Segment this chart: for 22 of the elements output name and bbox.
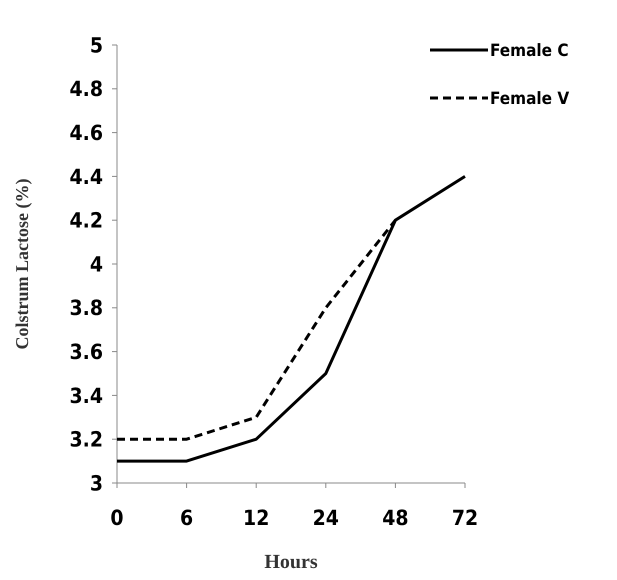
legend-label: Female V <box>490 88 570 109</box>
y-tick-label: 4.6 <box>70 120 103 145</box>
x-tick-label: 0 <box>110 506 124 530</box>
x-tick-label: 48 <box>382 506 409 530</box>
y-tick-label: 4.8 <box>70 77 103 102</box>
x-tick-label: 24 <box>312 506 339 530</box>
x-tick-label: 12 <box>243 506 270 530</box>
y-tick-label: 3 <box>90 471 103 496</box>
y-tick-label: 5 <box>90 33 103 58</box>
y-tick-label: 3.6 <box>70 340 103 364</box>
y-tick-label: 3.2 <box>70 428 103 452</box>
line-series <box>116 174 466 463</box>
y-tick-label: 4.4 <box>70 164 103 189</box>
y-tick-label: 3.8 <box>70 296 103 320</box>
x-axis-title: Hours <box>264 551 318 573</box>
legend-label: Female C <box>490 40 569 61</box>
y-tick-label: 4.2 <box>70 208 103 233</box>
y-axis-title: Colstrum Lactose (%) <box>12 178 32 350</box>
y-tick-label: 4 <box>90 252 103 276</box>
y-tick-label: 3.4 <box>70 384 103 408</box>
x-tick-label: 72 <box>452 506 478 530</box>
x-tick-label: 6 <box>180 506 194 530</box>
